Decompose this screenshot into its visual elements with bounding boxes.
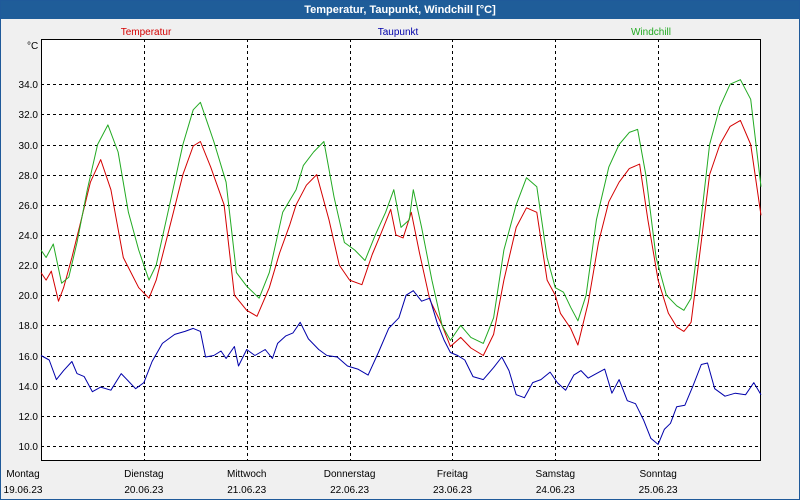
- x-tick-date: 19.06.23: [4, 485, 43, 496]
- x-tick-day: Freitag: [437, 469, 468, 480]
- y-tick-label: 12.0: [19, 412, 39, 423]
- series-line-temperatur: [40, 119, 762, 356]
- gridlines: [41, 39, 761, 461]
- series-lines: [40, 79, 762, 445]
- x-tick-day: Sonntag: [640, 469, 677, 480]
- x-tick-date: 23.06.23: [433, 485, 472, 496]
- x-tick-day: Montag: [6, 469, 39, 480]
- legend: Temperatur Taupunkt Windchill: [121, 27, 671, 38]
- x-tick-day: Donnerstag: [324, 469, 376, 480]
- y-tick-label: 18.0: [19, 321, 39, 332]
- y-tick-label: 14.0: [19, 382, 39, 393]
- y-tick-label: 16.0: [19, 352, 39, 363]
- y-tick-label: 32.0: [19, 110, 39, 121]
- y-tick-label: 20.0: [19, 291, 39, 302]
- x-tick-date: 24.06.23: [536, 485, 575, 496]
- series-line-taupunkt: [40, 290, 762, 445]
- window-title: Temperatur, Taupunkt, Windchill [°C]: [1, 1, 799, 19]
- y-tick-label: 24.0: [19, 231, 39, 242]
- y-tick-label: 22.0: [19, 261, 39, 272]
- y-tick-label: 30.0: [19, 141, 39, 152]
- x-tick-date: 20.06.23: [124, 485, 163, 496]
- y-tick-label: 10.0: [19, 442, 39, 453]
- legend-taupunkt: Taupunkt: [378, 27, 419, 38]
- x-tick-day: Mittwoch: [227, 469, 266, 480]
- y-axis-label: °C: [27, 41, 38, 52]
- y-tick-label: 28.0: [19, 171, 39, 182]
- x-tick-date: 21.06.23: [227, 485, 266, 496]
- series-line-windchill: [40, 79, 762, 344]
- x-tick-date: 22.06.23: [330, 485, 369, 496]
- x-tick-date: 25.06.23: [639, 485, 678, 496]
- legend-temperatur: Temperatur: [121, 27, 172, 38]
- x-tick-day: Dienstag: [124, 469, 163, 480]
- x-tick-day: Samstag: [536, 469, 575, 480]
- y-tick-label: 26.0: [19, 201, 39, 212]
- x-tick-labels: Montag 19.06.23 Dienstag 20.06.23 Mittwoch 21…: [4, 469, 679, 496]
- plot-area: [41, 39, 761, 461]
- y-tick-labels: 10.0 12.0 14.0 16.0 18.0 20.0 22.0 24.0 26.0 28.0…: [19, 80, 39, 453]
- legend-windchill: Windchill: [631, 27, 671, 38]
- y-tick-label: 34.0: [19, 80, 39, 91]
